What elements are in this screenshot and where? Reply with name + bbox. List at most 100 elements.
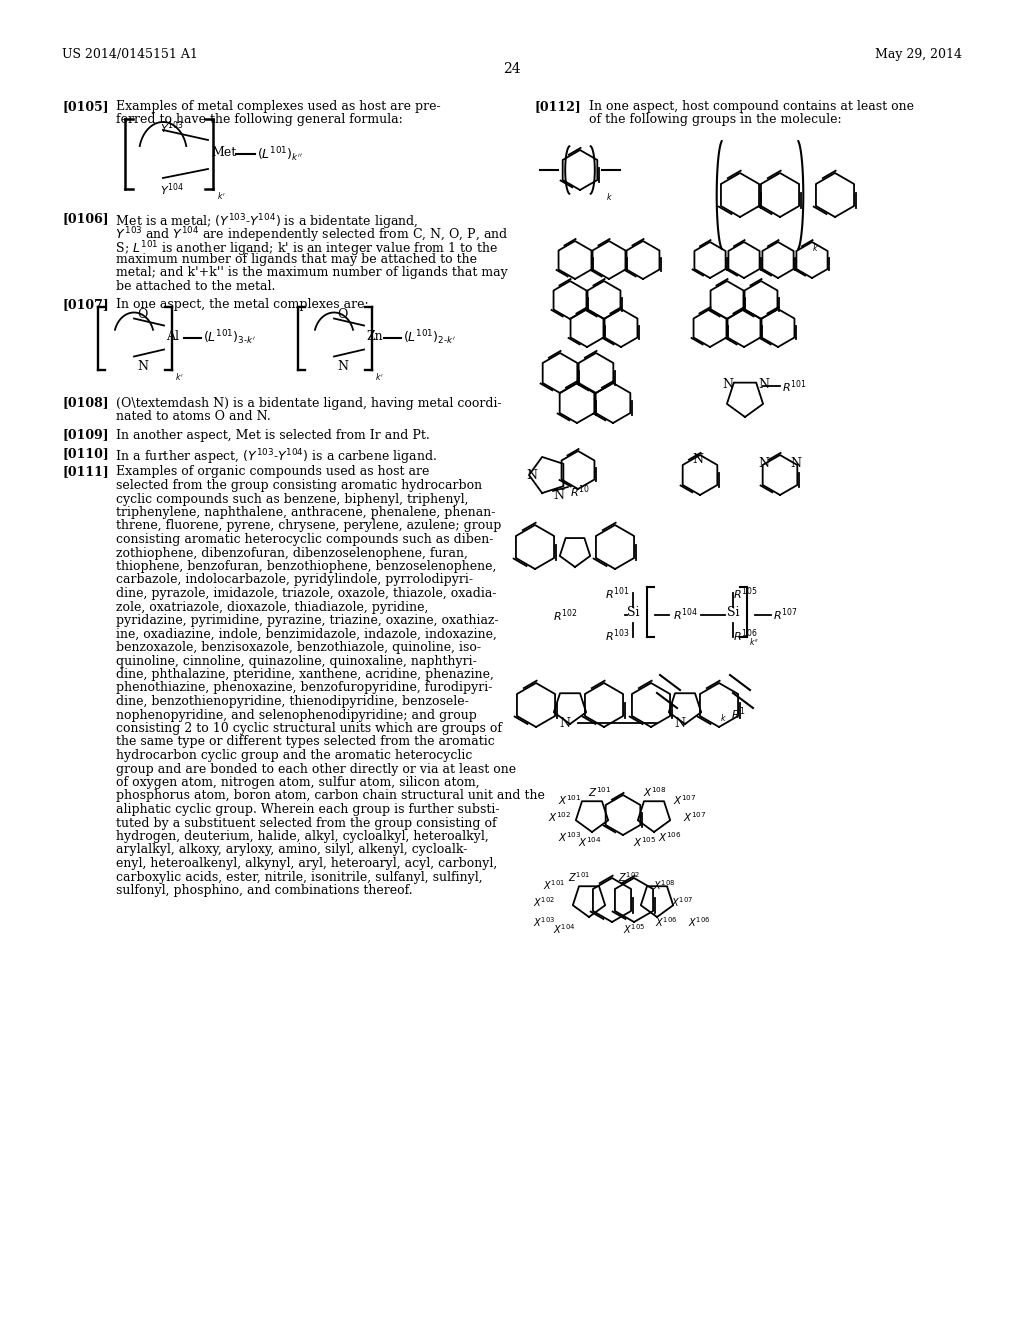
Text: 24: 24	[503, 62, 521, 77]
Text: cyclic compounds such as benzene, biphenyl, triphenyl,: cyclic compounds such as benzene, biphen…	[108, 492, 469, 506]
Text: benzoxazole, benzisoxazole, benzothiazole, quinoline, iso-: benzoxazole, benzisoxazole, benzothiazol…	[108, 642, 481, 653]
Text: of the following groups in the molecule:: of the following groups in the molecule:	[581, 114, 842, 127]
Text: $X^{106}$: $X^{106}$	[688, 915, 711, 929]
Text: $X^{101}$: $X^{101}$	[558, 793, 582, 807]
Text: $Y^{104}$: $Y^{104}$	[160, 181, 184, 198]
Text: aliphatic cyclic group. Wherein each group is further substi-: aliphatic cyclic group. Wherein each gro…	[108, 803, 500, 816]
Text: Examples of organic compounds used as host are: Examples of organic compounds used as ho…	[108, 466, 429, 479]
Text: $_k$: $_k$	[812, 243, 819, 255]
Text: Met: Met	[211, 147, 237, 158]
Text: N: N	[337, 359, 348, 372]
Text: ine, oxadiazine, indole, benzimidazole, indazole, indoxazine,: ine, oxadiazine, indole, benzimidazole, …	[108, 627, 497, 640]
Text: $R^{101}$: $R^{101}$	[782, 378, 807, 395]
Text: Examples of metal complexes used as host are pre-: Examples of metal complexes used as host…	[108, 100, 440, 114]
Text: nated to atoms O and N.: nated to atoms O and N.	[108, 411, 270, 422]
Text: S; $L^{101}$ is another ligand; k' is an integer value from 1 to the: S; $L^{101}$ is another ligand; k' is an…	[108, 239, 498, 259]
Text: (O\textemdash N) is a bidentate ligand, having metal coordi-: (O\textemdash N) is a bidentate ligand, …	[108, 396, 502, 409]
Text: maximum number of ligands that may be attached to the: maximum number of ligands that may be at…	[108, 252, 477, 265]
Text: consisting 2 to 10 cyclic structural units which are groups of: consisting 2 to 10 cyclic structural uni…	[108, 722, 502, 735]
Text: hydrogen, deuterium, halide, alkyl, cycloalkyl, heteroalkyl,: hydrogen, deuterium, halide, alkyl, cycl…	[108, 830, 488, 843]
Text: $X^{102}$: $X^{102}$	[534, 895, 555, 908]
Text: Met is a metal; $(Y^{103}$-$Y^{104})$ is a bidentate ligand,: Met is a metal; $(Y^{103}$-$Y^{104})$ is…	[108, 213, 418, 231]
Text: $_{k'}$: $_{k'}$	[217, 191, 225, 203]
Text: $X^{104}$: $X^{104}$	[578, 836, 602, 849]
Text: In one aspect, the metal complexes are:: In one aspect, the metal complexes are:	[108, 298, 369, 312]
Text: carboxylic acids, ester, nitrile, isonitrile, sulfanyl, sulfinyl,: carboxylic acids, ester, nitrile, isonit…	[108, 870, 482, 883]
Text: $R^{107}$: $R^{107}$	[773, 606, 798, 623]
Text: $Z^{101}$: $Z^{101}$	[568, 870, 590, 884]
Text: dine, pyrazole, imidazole, triazole, oxazole, thiazole, oxadia-: dine, pyrazole, imidazole, triazole, oxa…	[108, 587, 497, 601]
Text: Al: Al	[166, 330, 179, 342]
Text: $X^{104}$: $X^{104}$	[553, 921, 575, 936]
Text: [0109]: [0109]	[62, 429, 109, 441]
Text: of oxygen atom, nitrogen atom, sulfur atom, silicon atom,: of oxygen atom, nitrogen atom, sulfur at…	[108, 776, 479, 789]
Text: $X^{102}$: $X^{102}$	[548, 810, 571, 824]
Text: carbazole, indolocarbazole, pyridylindole, pyrrolodipyri-: carbazole, indolocarbazole, pyridylindol…	[108, 573, 473, 586]
Text: enyl, heteroalkenyl, alkynyl, aryl, heteroaryl, acyl, carbonyl,: enyl, heteroalkenyl, alkynyl, aryl, hete…	[108, 857, 498, 870]
Text: $(L^{101})_{k^{\prime\prime}}$: $(L^{101})_{k^{\prime\prime}}$	[257, 145, 303, 164]
Text: $X^{108}$: $X^{108}$	[643, 785, 667, 799]
Text: N: N	[722, 378, 733, 391]
Text: metal; and k'+k'' is the maximum number of ligands that may: metal; and k'+k'' is the maximum number …	[108, 267, 508, 279]
Text: threne, fluorene, pyrene, chrysene, perylene, azulene; group: threne, fluorene, pyrene, chrysene, pery…	[108, 520, 502, 532]
Text: pyridazine, pyrimidine, pyrazine, triazine, oxazine, oxathiaz-: pyridazine, pyrimidine, pyrazine, triazi…	[108, 614, 499, 627]
Text: $_k$: $_k$	[606, 191, 612, 205]
Text: dine, phthalazine, pteridine, xanthene, acridine, phenazine,: dine, phthalazine, pteridine, xanthene, …	[108, 668, 494, 681]
Text: $R^{106}$: $R^{106}$	[733, 627, 758, 644]
Text: group and are bonded to each other directly or via at least one: group and are bonded to each other direc…	[108, 763, 516, 776]
Text: N: N	[790, 457, 801, 470]
Text: triphenylene, naphthalene, anthracene, phenalene, phenan-: triphenylene, naphthalene, anthracene, p…	[108, 506, 496, 519]
Text: $X^{103}$: $X^{103}$	[558, 830, 582, 843]
Text: ferred to have the following general formula:: ferred to have the following general for…	[108, 114, 402, 127]
Text: zole, oxatriazole, dioxazole, thiadiazole, pyridine,: zole, oxatriazole, dioxazole, thiadiazol…	[108, 601, 428, 614]
Text: [0111]: [0111]	[62, 466, 109, 479]
Text: US 2014/0145151 A1: US 2014/0145151 A1	[62, 48, 198, 61]
Text: phosphorus atom, boron atom, carbon chain structural unit and the: phosphorus atom, boron atom, carbon chai…	[108, 789, 545, 803]
Text: $X^{105}$: $X^{105}$	[633, 836, 656, 849]
Text: $X^{107}$: $X^{107}$	[683, 810, 707, 824]
Text: consisting aromatic heterocyclic compounds such as diben-: consisting aromatic heterocyclic compoun…	[108, 533, 494, 546]
Text: $Z^{101}$: $Z^{101}$	[588, 785, 611, 799]
Text: [0105]: [0105]	[62, 100, 109, 114]
Text: [0106]: [0106]	[62, 213, 109, 224]
Text: N: N	[559, 717, 570, 730]
Text: $X^{106}$: $X^{106}$	[658, 830, 682, 843]
Text: $_{k^{\prime\prime}}$: $_{k^{\prime\prime}}$	[749, 638, 759, 649]
Text: hydrocarbon cyclic group and the aromatic heterocyclic: hydrocarbon cyclic group and the aromati…	[108, 748, 472, 762]
Text: O: O	[137, 308, 147, 321]
Text: $R^{10}$: $R^{10}$	[570, 483, 590, 499]
Text: sulfonyl, phosphino, and combinations thereof.: sulfonyl, phosphino, and combinations th…	[108, 884, 413, 898]
Text: $X^{107}$: $X^{107}$	[673, 793, 696, 807]
Text: Si: Si	[727, 606, 739, 619]
Text: [0107]: [0107]	[62, 298, 109, 312]
Text: $Z^{102}$: $Z^{102}$	[618, 870, 640, 884]
Text: $R^{103}$: $R^{103}$	[605, 627, 630, 644]
Text: N: N	[137, 359, 148, 372]
Text: $X^{108}$: $X^{108}$	[653, 878, 676, 892]
Text: $X^{103}$: $X^{103}$	[534, 915, 555, 929]
Text: $Y^{103}$ and $Y^{104}$ are independently selected from C, N, O, P, and: $Y^{103}$ and $Y^{104}$ are independentl…	[108, 226, 508, 246]
Text: [0110]: [0110]	[62, 447, 109, 459]
Text: nophenopyridine, and selenophenodipyridine; and group: nophenopyridine, and selenophenodipyridi…	[108, 709, 477, 722]
Text: Zn: Zn	[366, 330, 383, 342]
Text: phenothiazine, phenoxazine, benzofuropyridine, furodipyri-: phenothiazine, phenoxazine, benzofuropyr…	[108, 681, 493, 694]
Text: $R^{101}$: $R^{101}$	[605, 585, 630, 602]
Text: In a further aspect, $(Y^{103}$-$Y^{104})$ is a carbene ligand.: In a further aspect, $(Y^{103}$-$Y^{104}…	[108, 447, 437, 466]
Text: arylalkyl, alkoxy, aryloxy, amino, silyl, alkenyl, cycloalk-: arylalkyl, alkoxy, aryloxy, amino, silyl…	[108, 843, 467, 857]
Text: tuted by a substituent selected from the group consisting of: tuted by a substituent selected from the…	[108, 817, 497, 829]
Text: $X^{107}$: $X^{107}$	[671, 895, 693, 908]
Text: $R^{105}$: $R^{105}$	[733, 585, 758, 602]
Text: [0108]: [0108]	[62, 396, 109, 409]
Text: zothiophene, dibenzofuran, dibenzoselenophene, furan,: zothiophene, dibenzofuran, dibenzoseleno…	[108, 546, 468, 560]
Text: be attached to the metal.: be attached to the metal.	[108, 280, 275, 293]
Text: dine, benzothienopyridine, thienodipyridine, benzosele-: dine, benzothienopyridine, thienodipyrid…	[108, 696, 469, 708]
Text: In another aspect, Met is selected from Ir and Pt.: In another aspect, Met is selected from …	[108, 429, 430, 441]
Text: N: N	[692, 453, 703, 466]
Text: N: N	[675, 717, 685, 730]
Text: $X^{105}$: $X^{105}$	[623, 921, 645, 936]
Text: Si: Si	[627, 606, 640, 619]
Text: $R^{1}$: $R^{1}$	[731, 705, 745, 722]
Text: N: N	[526, 469, 537, 482]
Text: $_k$: $_k$	[720, 713, 727, 726]
Text: quinoline, cinnoline, quinazoline, quinoxaline, naphthyri-: quinoline, cinnoline, quinazoline, quino…	[108, 655, 477, 668]
